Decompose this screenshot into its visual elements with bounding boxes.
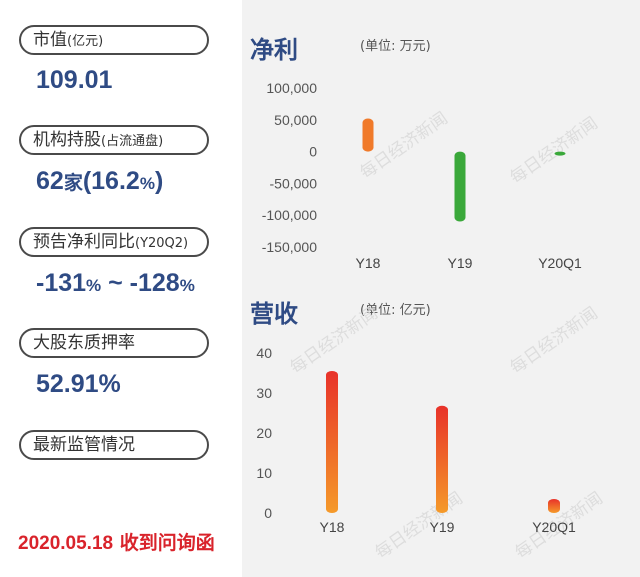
net-profit-category-label: Y18 xyxy=(356,255,381,271)
revenue-bar xyxy=(436,405,448,513)
net-profit-ytick-label: 50,000 xyxy=(274,112,317,128)
net-profit-bar xyxy=(362,118,374,152)
revenue-ytick-label: 0 xyxy=(264,505,272,521)
revenue-ytick-label: 40 xyxy=(256,345,272,361)
revenue-category-label: Y19 xyxy=(430,519,455,535)
institution-holding-value: 62家(16.2%) xyxy=(36,167,164,195)
net-profit-unit: (单位: 万元) xyxy=(360,39,431,54)
revenue-unit: (单位: 亿元) xyxy=(360,303,431,318)
revenue-ytick-label: 20 xyxy=(256,425,272,441)
regulation-label: 最新监管情况 xyxy=(19,430,209,460)
revenue-bar xyxy=(548,499,560,513)
net-profit-ytick-label: 100,000 xyxy=(266,80,317,96)
revenue-ytick-label: 30 xyxy=(256,385,272,401)
net-profit-ytick-label: -150,000 xyxy=(262,239,317,255)
net-profit-title: 净利 xyxy=(250,36,298,64)
revenue-title: 营收 xyxy=(250,300,298,328)
revenue-category-label: Y18 xyxy=(320,519,345,535)
revenue-category-label: Y20Q1 xyxy=(532,519,576,535)
net-profit-ytick-label: -50,000 xyxy=(270,175,318,191)
net-profit-bar xyxy=(454,151,466,222)
net-profit-ytick-label: -100,000 xyxy=(262,207,317,223)
net-profit-ytick-label: 0 xyxy=(309,144,317,160)
market-cap-label: 市值(亿元) xyxy=(19,25,209,55)
forecast-value: -131% ~ -128% xyxy=(36,269,195,297)
forecast-label: 预告净利同比(Y20Q2) xyxy=(19,227,209,257)
market-cap-value: 109.01 xyxy=(36,66,113,94)
institution-holding-label: 机构持股(占流通盘) xyxy=(19,125,209,155)
watermark-text: 每日经济新闻 xyxy=(287,303,382,378)
pledge-label: 大股东质押率 xyxy=(19,328,209,358)
net-profit-bar xyxy=(554,151,566,156)
chart-panel: 净利 (单位: 万元) 营收 (单位: 亿元) 每日经济新闻 每日经济新闻 每日经济… xyxy=(242,0,640,577)
watermark-text: 每日经济新闻 xyxy=(507,113,602,188)
watermark-text: 每日经济新闻 xyxy=(507,303,602,378)
revenue-bar xyxy=(326,371,338,513)
revenue-ytick-label: 10 xyxy=(256,465,272,481)
inquiry-date: 2020.05.18 收到问询函 xyxy=(18,532,215,554)
net-profit-category-label: Y20Q1 xyxy=(538,255,582,271)
net-profit-category-label: Y19 xyxy=(448,255,473,271)
pledge-value: 52.91% xyxy=(36,370,121,398)
